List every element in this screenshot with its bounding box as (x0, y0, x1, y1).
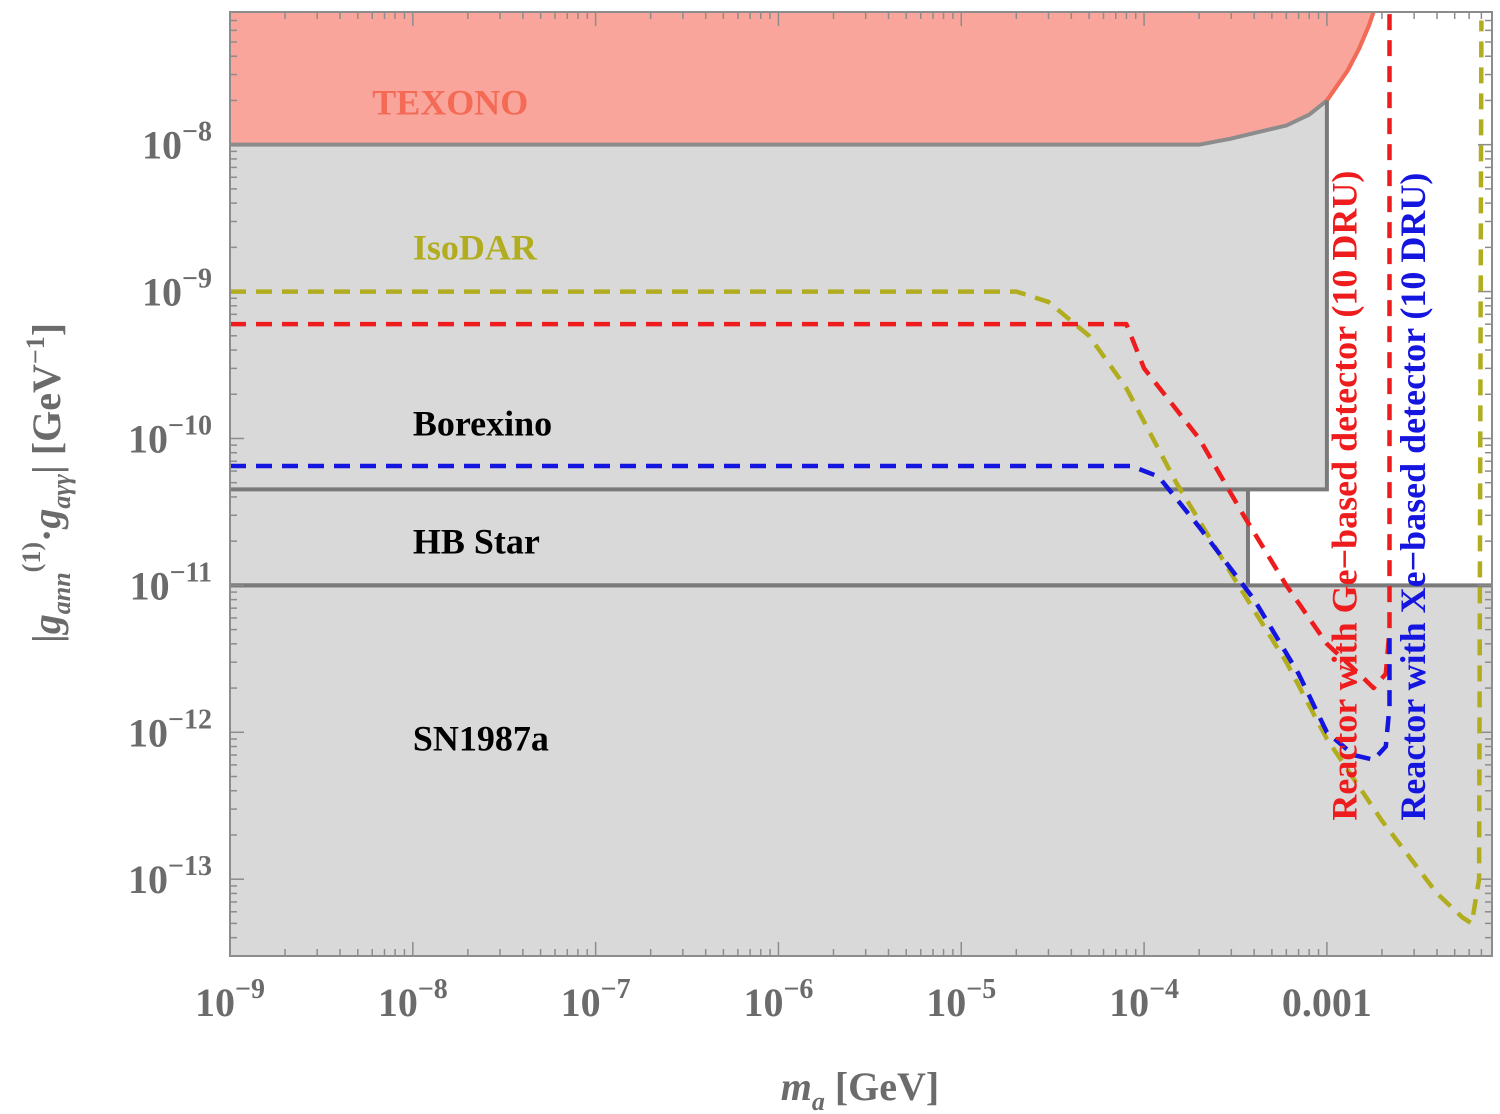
y-tick-label: 10−13 (128, 851, 212, 902)
y-tick-label: 10−10 (128, 410, 212, 461)
reactor-with-ge-based-detector-10-dru-label: Reactor with Ge−based detector (10 DRU) (1324, 171, 1364, 821)
sn1987a-label: SN1987a (413, 719, 549, 759)
x-tick-label: 10−8 (378, 974, 448, 1025)
reactor-with-ge-based-detector-10-dru-curve (230, 12, 1392, 691)
isodar-curve (230, 20, 1484, 926)
texono-edge (1325, 11, 1376, 102)
x-tick-label: 10−6 (743, 974, 813, 1025)
borexino-label: Borexino (413, 403, 552, 443)
reactor-with-xe-based-detector-10-dru-curve (230, 463, 1392, 763)
x-tick-label: 10−5 (926, 974, 996, 1025)
x-tick-label: 10−9 (195, 974, 265, 1025)
x-tick-label: 10−4 (1109, 974, 1179, 1025)
reactor-with-xe-based-detector-10-dru-label: Reactor with Xe−based detector (10 DRU) (1393, 173, 1433, 821)
axis-ticks (229, 11, 1493, 957)
x-axis-label: ma [GeV] (781, 1064, 940, 1114)
texono-label: TEXONO (372, 83, 528, 123)
x-tick-label: 10−7 (561, 974, 631, 1025)
y-tick-label: 10−8 (142, 117, 212, 168)
hb-star-label: HB Star (413, 521, 540, 561)
plot-frame (229, 11, 1493, 957)
y-tick-label: 10−12 (128, 704, 212, 755)
region-annotations: TEXONO Borexino HB Star SN1987a IsoDAR Reacto… (372, 83, 1433, 821)
x-tick-label: 0.001 (1282, 980, 1372, 1025)
borexino-boundary (230, 100, 1329, 492)
tick-labels: 10−9 10−8 10−7 10−6 10−5 10−4 0.001 10−8 10−9 10−… (128, 117, 1372, 1025)
isodar-label: IsoDAR (413, 228, 538, 268)
exclusion-regions (230, 11, 1492, 957)
texono-region (230, 12, 1374, 145)
y-tick-label: 10−11 (130, 557, 212, 608)
gray-exclusion-area (230, 100, 1492, 957)
y-axis-label: |gann(1)·gaγγ| [GeV−1] (17, 323, 76, 643)
projected-sensitivity-curves (230, 12, 1484, 926)
y-tick-label: 10−9 (142, 264, 212, 315)
